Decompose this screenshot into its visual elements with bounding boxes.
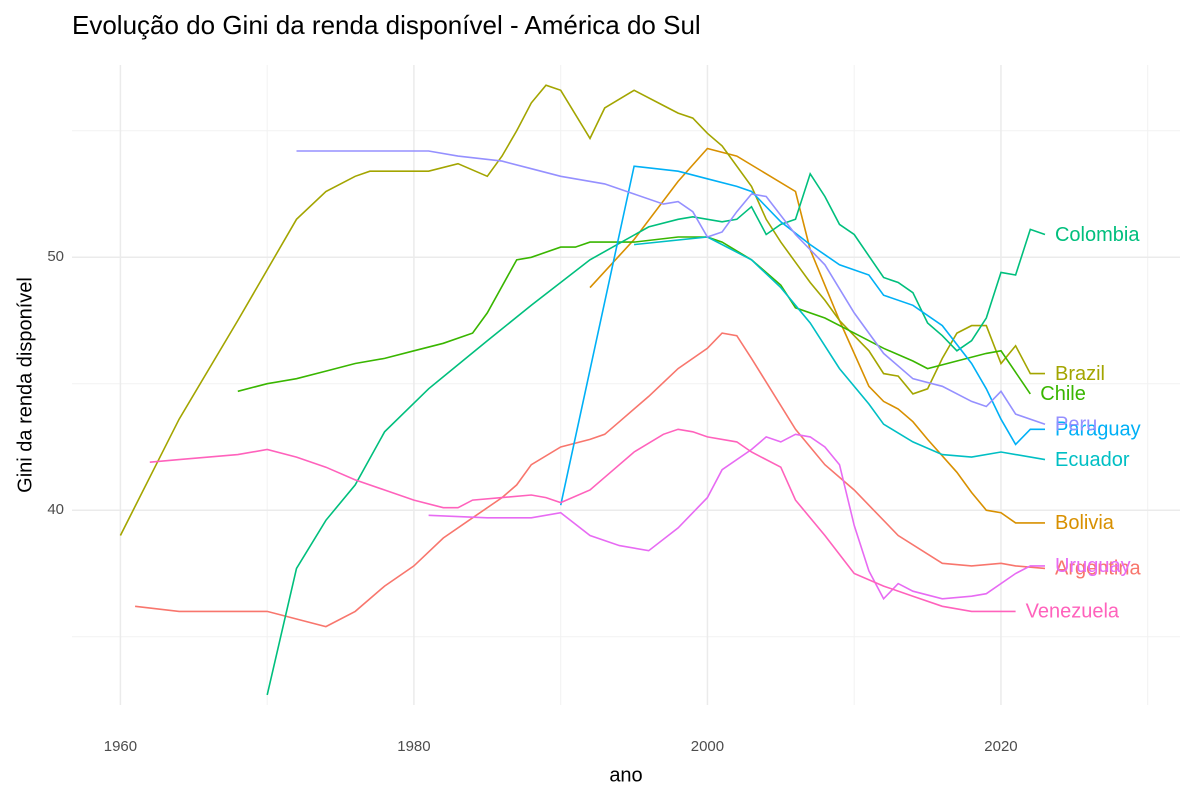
series-line <box>296 150 1046 425</box>
series-label: Argentina <box>1055 558 1141 580</box>
y-tick-label: 40 <box>47 501 64 518</box>
series-label: Bolivia <box>1055 512 1115 534</box>
x-tick-label: 1960 <box>104 738 137 755</box>
series-line <box>559 165 1045 506</box>
x-axis-title: ano <box>609 764 642 786</box>
y-tick-label: 50 <box>47 248 64 265</box>
x-tick-label: 2000 <box>691 738 724 755</box>
series-line <box>266 171 1046 696</box>
series-line <box>589 147 1045 524</box>
x-tick-label: 1980 <box>397 738 430 755</box>
series-label: Ecuador <box>1055 449 1130 471</box>
series-line <box>135 332 1046 628</box>
chart-title: Evolução do Gini da renda disponível - A… <box>72 10 701 40</box>
grid <box>72 65 1180 705</box>
x-tick-label: 2020 <box>984 738 1017 755</box>
series-label: Brazil <box>1055 363 1105 385</box>
y-axis-title: Gini da renda disponível <box>14 277 36 493</box>
series-label: Uruguay <box>1055 555 1131 577</box>
series-label: Chile <box>1040 383 1086 405</box>
series-line <box>634 236 1046 461</box>
series-label: Peru <box>1055 413 1097 435</box>
series-line <box>237 236 1031 395</box>
series-line <box>149 428 1016 613</box>
series-label: Venezuela <box>1026 601 1120 623</box>
series-label: Paraguay <box>1055 419 1141 441</box>
series-label: Colombia <box>1055 224 1140 246</box>
series-line <box>428 433 1045 601</box>
series-line <box>119 84 1045 536</box>
